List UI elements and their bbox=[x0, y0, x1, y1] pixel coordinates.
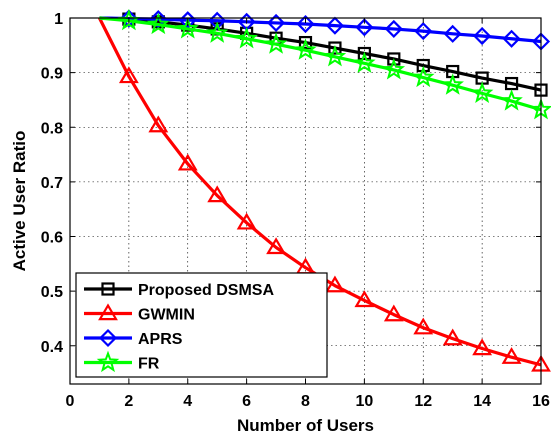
data-point-marker bbox=[443, 24, 462, 43]
data-point-marker bbox=[355, 18, 374, 37]
data-point-marker bbox=[298, 35, 313, 50]
series-group bbox=[98, 8, 551, 372]
data-point-marker bbox=[441, 73, 464, 95]
series-line bbox=[99, 16, 542, 92]
legend-entry: FR bbox=[84, 350, 160, 373]
legend-label: APRS bbox=[138, 331, 183, 348]
data-point-marker bbox=[323, 44, 347, 67]
y-tick-label: 0.5 bbox=[41, 284, 63, 301]
x-tick-label: 0 bbox=[66, 393, 75, 410]
data-point-marker bbox=[384, 19, 403, 38]
data-point-marker bbox=[328, 41, 342, 55]
x-tick-label: 8 bbox=[301, 393, 310, 410]
x-tick-label: 4 bbox=[183, 393, 192, 410]
data-point-marker bbox=[119, 9, 138, 28]
data-point-marker bbox=[176, 17, 200, 39]
legend: Proposed DSMSA GWMIN APRS FR bbox=[75, 272, 328, 378]
data-point-marker bbox=[502, 29, 521, 48]
series-line bbox=[99, 16, 542, 112]
data-point-marker bbox=[504, 76, 519, 91]
data-point-marker bbox=[442, 328, 463, 346]
data-point-marker bbox=[98, 303, 118, 321]
data-point-marker bbox=[357, 46, 371, 61]
legend-label: GWMIN bbox=[138, 307, 195, 324]
data-point-marker bbox=[501, 347, 522, 364]
x-tick-label: 2 bbox=[124, 393, 133, 410]
data-point-marker bbox=[147, 12, 170, 35]
data-point-marker bbox=[296, 14, 315, 34]
data-point-marker bbox=[383, 304, 404, 322]
x-tick-label: 14 bbox=[473, 393, 491, 410]
data-point-marker bbox=[148, 115, 169, 133]
legend-label: Proposed DSMSA bbox=[138, 282, 274, 299]
data-point-marker bbox=[353, 51, 376, 73]
data-point-marker bbox=[177, 153, 198, 171]
data-point-marker bbox=[96, 350, 120, 373]
data-point-marker bbox=[411, 65, 435, 88]
data-point-marker bbox=[101, 282, 115, 296]
data-point-marker bbox=[473, 26, 492, 46]
legend-entry: APRS bbox=[84, 328, 183, 348]
data-point-marker bbox=[98, 328, 118, 348]
data-point-marker bbox=[149, 10, 168, 29]
data-point-marker bbox=[413, 317, 434, 335]
data-point-marker bbox=[325, 275, 345, 293]
legend-entry: Proposed DSMSA bbox=[84, 282, 274, 299]
data-point-marker bbox=[382, 58, 406, 80]
data-point-marker bbox=[472, 338, 493, 356]
data-point-marker bbox=[264, 32, 288, 54]
data-point-marker bbox=[325, 16, 344, 35]
data-point-marker bbox=[267, 13, 286, 32]
x-tick-label: 16 bbox=[532, 393, 550, 410]
y-axis-label: Active User Ratio bbox=[10, 131, 29, 272]
x-tick-label: 6 bbox=[242, 393, 251, 410]
data-point-marker bbox=[205, 21, 229, 43]
data-point-marker bbox=[294, 38, 317, 60]
x-axis-label: Number of Users bbox=[237, 416, 374, 435]
data-point-marker bbox=[500, 89, 523, 111]
x-tick-label: 10 bbox=[355, 393, 373, 410]
data-point-marker bbox=[414, 22, 433, 41]
legend-label: FR bbox=[138, 356, 160, 373]
data-point-marker bbox=[470, 81, 494, 103]
data-point-marker bbox=[118, 66, 139, 84]
series-line bbox=[99, 16, 542, 44]
x-tick-label: 12 bbox=[414, 393, 432, 410]
y-tick-label: 0.4 bbox=[41, 339, 63, 356]
legend-entry: GWMIN bbox=[84, 303, 195, 324]
y-tick-label: 0.6 bbox=[41, 230, 63, 247]
data-point-marker bbox=[354, 290, 375, 308]
data-point-marker bbox=[235, 26, 258, 49]
data-point-marker bbox=[236, 212, 257, 230]
data-point-marker bbox=[266, 237, 286, 255]
y-tick-label: 0.8 bbox=[41, 120, 63, 137]
data-point-marker bbox=[207, 185, 228, 203]
data-point-marker bbox=[387, 52, 401, 66]
y-tick-label: 0.7 bbox=[41, 175, 63, 192]
y-tick-label: 0.9 bbox=[41, 66, 63, 83]
y-tick-label: 1 bbox=[54, 11, 63, 28]
axis-ticks: 0 2 4 6 8 10 12 14 16 0.4 0.5 0.6 0.7 0.8 0.9 1 bbox=[41, 11, 550, 410]
